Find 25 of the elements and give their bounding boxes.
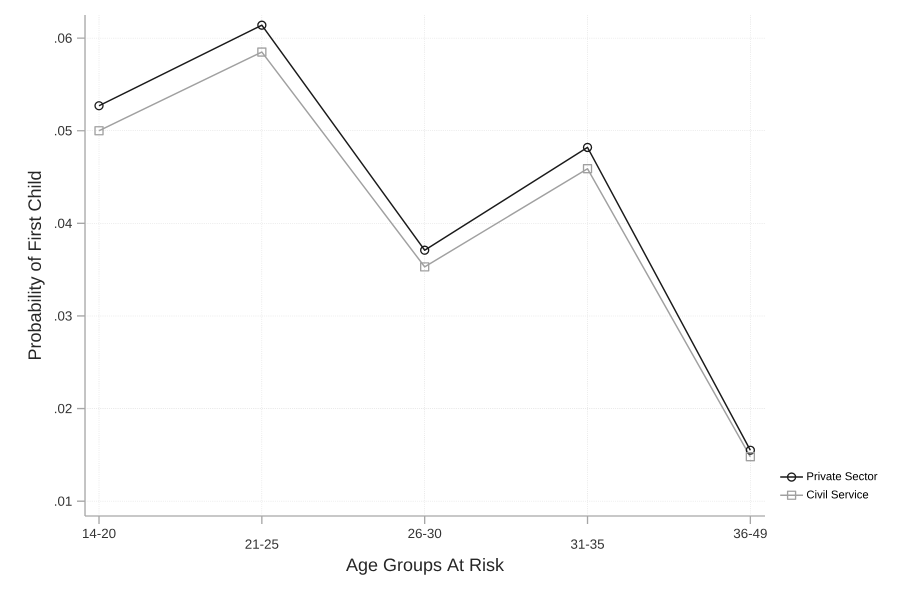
y-tick-label: .01 xyxy=(54,496,72,506)
y-tick-label: .04 xyxy=(54,218,72,228)
y-axis-title: Probability of First Child xyxy=(28,172,45,360)
x-axis-title: Age Groups At Risk xyxy=(346,558,504,575)
legend-label: Private Sector xyxy=(807,472,878,480)
point xyxy=(94,126,104,136)
point xyxy=(582,164,592,174)
point xyxy=(257,20,267,30)
x-tick-label: 31-35 xyxy=(570,539,604,549)
y-tick-label: .06 xyxy=(54,33,72,43)
legend-label: Civil Service xyxy=(806,490,868,498)
point xyxy=(746,452,756,462)
point xyxy=(94,101,104,110)
y-tick-label: .03 xyxy=(54,311,72,321)
x-tick-label: 21-25 xyxy=(245,539,278,549)
point xyxy=(746,446,756,455)
y-tick-label: .02 xyxy=(54,404,72,414)
x-tick-label: 14-20 xyxy=(82,528,116,538)
point xyxy=(420,262,430,272)
point xyxy=(420,246,430,255)
y-tick-label: .05 xyxy=(54,126,72,136)
point xyxy=(257,47,267,57)
x-tick-label: 26-30 xyxy=(408,528,442,538)
x-tick-label: 36-49 xyxy=(734,528,767,538)
point xyxy=(582,142,592,152)
